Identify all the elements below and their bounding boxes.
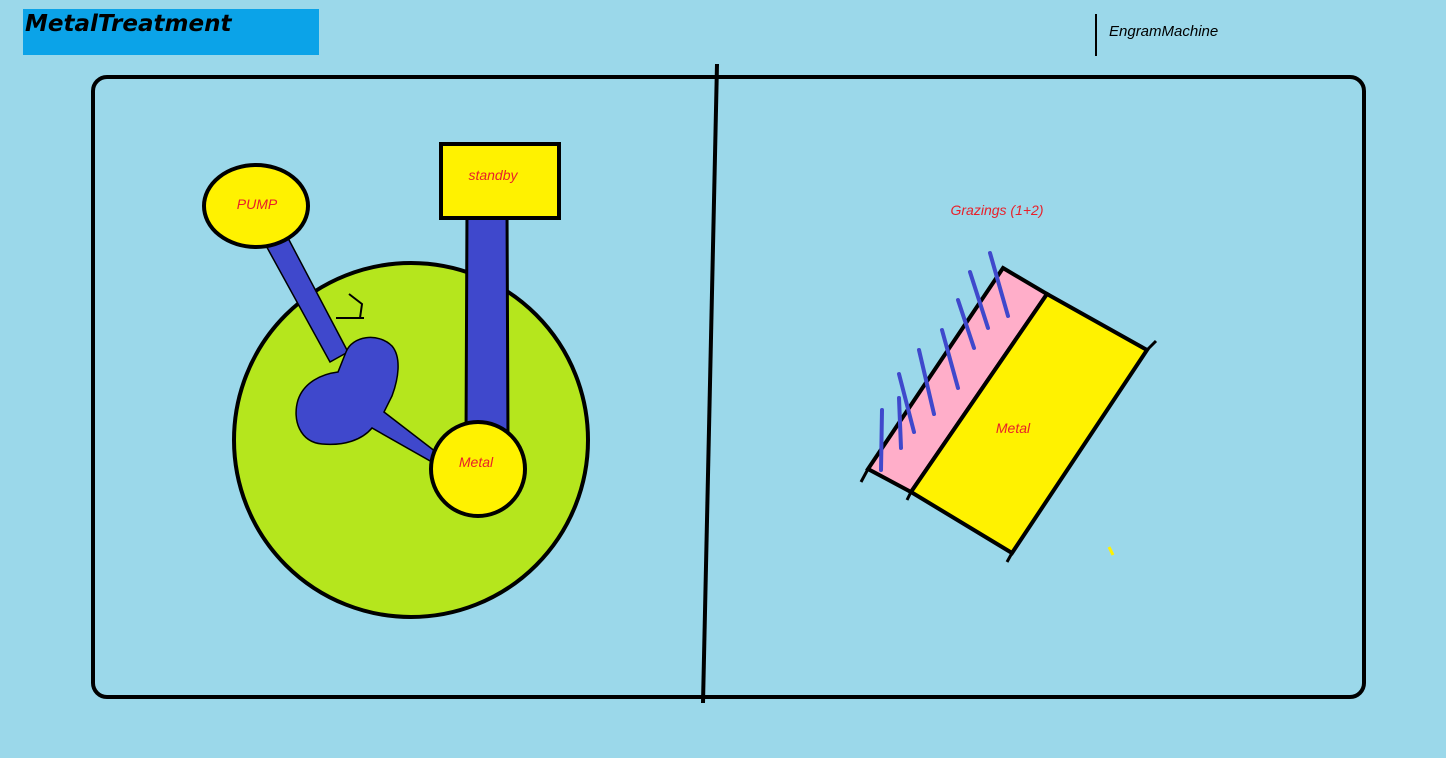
standby-unit — [439, 142, 561, 220]
grazing-strokes — [879, 251, 1010, 472]
metal-label-right: Metal — [996, 420, 1031, 436]
pump-label: PUMP — [237, 196, 278, 212]
pump — [202, 163, 310, 249]
standby-label: standby — [468, 167, 518, 183]
block-edge-ticks — [859, 339, 1158, 563]
panel-divider — [701, 63, 719, 704]
metal-part — [429, 420, 527, 518]
standby-pipe-edge — [464, 207, 510, 441]
flow-arrow-icon — [336, 293, 364, 319]
left-panel: Metal PUMP standby — [202, 142, 590, 619]
stray-mark — [1107, 546, 1115, 556]
grazings-label: Grazings (1+2) — [951, 202, 1044, 218]
fluid-blob — [295, 336, 437, 464]
right-panel: Grazings (1+2) Metal — [859, 202, 1158, 563]
outer-frame — [91, 75, 1366, 699]
brand-label: EngramMachine — [1109, 23, 1219, 40]
page-title: MetalTreatment — [25, 11, 232, 37]
standby-pipe — [467, 208, 507, 440]
title-bar: MetalTreatment — [23, 9, 319, 55]
metal-label-left: Metal — [459, 454, 494, 470]
